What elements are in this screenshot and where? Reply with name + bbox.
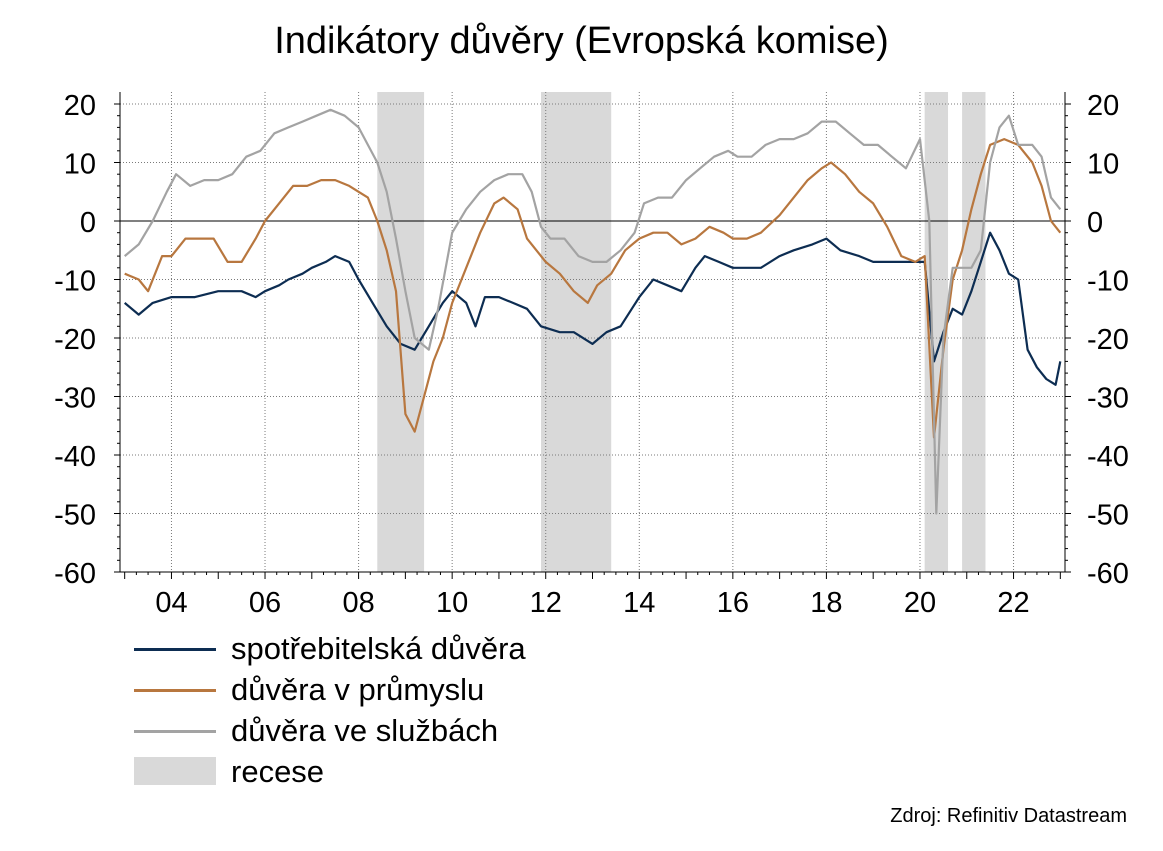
left-ytick-label-5: -30 bbox=[54, 383, 96, 415]
right-ytick-label-5: -30 bbox=[1087, 383, 1129, 415]
left-ytick-label-3: -10 bbox=[54, 266, 96, 298]
legend-label-industry: důvěra v průmyslu bbox=[231, 672, 485, 707]
recession-band-1 bbox=[541, 92, 612, 572]
recession-band-3 bbox=[962, 92, 986, 572]
right-ytick-label-3: -10 bbox=[1087, 266, 1129, 298]
axes bbox=[114, 92, 1071, 579]
recession-band-2 bbox=[924, 92, 949, 572]
series-line-0 bbox=[123, 231, 1062, 386]
left-ytick-label-2: 0 bbox=[80, 207, 96, 239]
xtick-label-9: 22 bbox=[997, 587, 1029, 619]
series-line-2 bbox=[123, 108, 1062, 515]
xtick-label-1: 06 bbox=[249, 587, 281, 619]
left-ytick-label-6: -40 bbox=[54, 441, 96, 473]
right-ytick-label-1: 10 bbox=[1087, 149, 1119, 181]
legend-swatch-industry bbox=[134, 689, 216, 692]
left-ytick-label-4: -20 bbox=[54, 324, 96, 356]
source-note: Zdroj: Refinitiv Datastream bbox=[890, 805, 1127, 827]
left-ytick-label-8: -60 bbox=[54, 558, 96, 590]
series-line-1 bbox=[124, 138, 1062, 439]
legend-label-recession: recese bbox=[231, 754, 325, 789]
tick-labels: 20 20 10 10 0 0 -10 -10 -20 -20 -30 -30 -40 -40 -50 -50… bbox=[54, 90, 1129, 619]
right-ytick-label-0: 20 bbox=[1087, 90, 1119, 122]
series-lines bbox=[123, 108, 1062, 515]
xtick-label-4: 12 bbox=[530, 587, 562, 619]
right-ytick-label-8: -60 bbox=[1087, 558, 1129, 590]
legend-swatch-recession bbox=[134, 757, 216, 785]
right-ytick-label-6: -40 bbox=[1087, 441, 1129, 473]
xtick-label-3: 10 bbox=[436, 587, 468, 619]
right-ytick-label-4: -20 bbox=[1087, 324, 1129, 356]
legend-label-consumer: spotřebitelská důvěra bbox=[231, 631, 526, 666]
xtick-label-5: 14 bbox=[623, 587, 655, 619]
right-ytick-label-7: -50 bbox=[1087, 500, 1129, 532]
xtick-label-6: 16 bbox=[717, 587, 749, 619]
legend-swatch-consumer bbox=[134, 648, 216, 651]
right-ytick-label-2: 0 bbox=[1087, 207, 1103, 239]
legend-swatch-services bbox=[134, 730, 216, 733]
left-ytick-label-7: -50 bbox=[54, 500, 96, 532]
left-ytick-label-1: 10 bbox=[64, 149, 96, 181]
xtick-label-0: 04 bbox=[155, 587, 187, 619]
gridlines bbox=[120, 92, 1065, 573]
recession-bands bbox=[377, 92, 986, 572]
recession-band-0 bbox=[377, 92, 425, 572]
legend-label-services: důvěra ve službách bbox=[231, 713, 499, 748]
xtick-label-8: 20 bbox=[904, 587, 936, 619]
xtick-label-2: 08 bbox=[342, 587, 374, 619]
xtick-label-7: 18 bbox=[810, 587, 842, 619]
left-ytick-label-0: 20 bbox=[64, 90, 96, 122]
chart-title: Indikátory důvěry (Evropská komise) bbox=[274, 20, 889, 62]
